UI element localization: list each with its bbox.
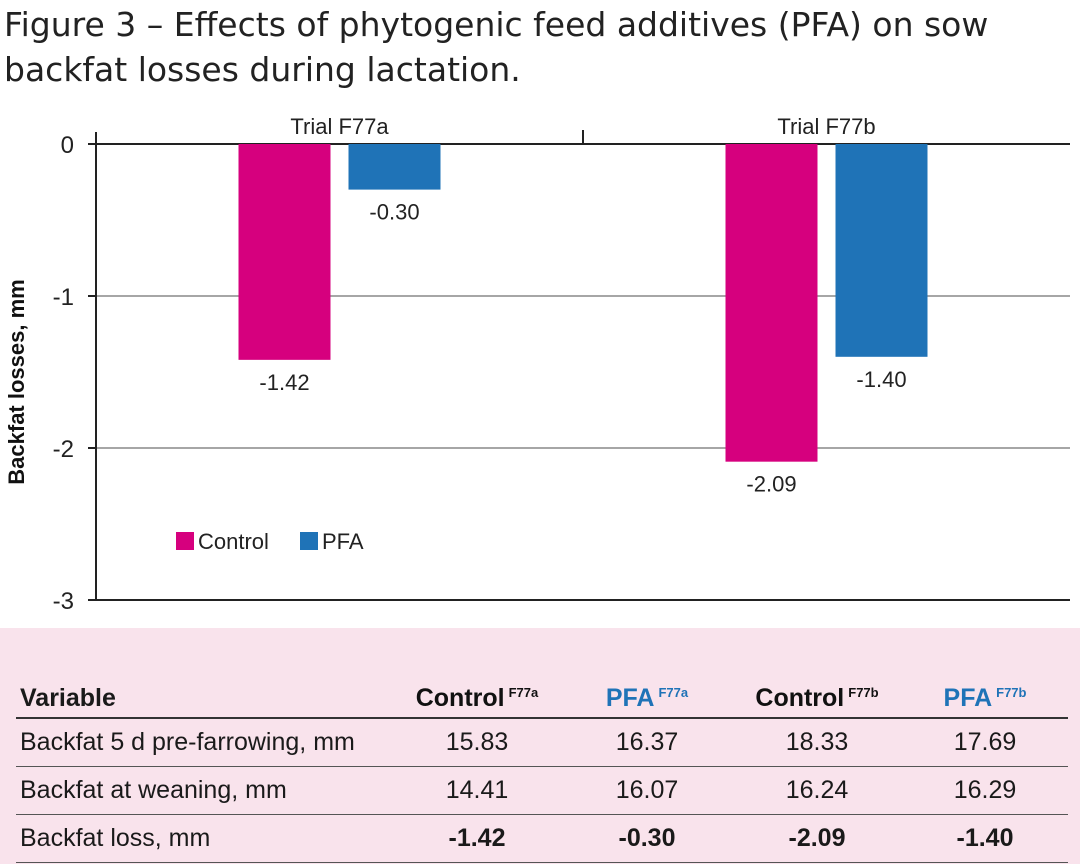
data-label: -2.09 [746, 472, 796, 497]
table-cell: -1.40 [902, 814, 1068, 863]
table-cell: -1.42 [392, 814, 562, 863]
bar-pfa-0 [348, 144, 441, 190]
table-cell: 16.29 [902, 766, 1068, 815]
category-label: Trial F77b [777, 114, 875, 139]
legend-label-control: Control [198, 529, 269, 554]
header-control-f77b: Control F77b [732, 666, 902, 719]
table-cell: -0.30 [562, 814, 732, 863]
data-label: -1.40 [856, 367, 906, 392]
table-cell: 16.37 [562, 718, 732, 767]
bar-control-0 [238, 144, 331, 360]
header-pfa-f77a-sup: F77a [658, 684, 689, 700]
figure-title: Figure 3 – Effects of phytogenic feed ad… [4, 5, 989, 89]
legend-label-pfa: PFA [322, 529, 364, 554]
header-control-f77b-text: Control [755, 684, 845, 712]
category-label: Trial F77a [290, 114, 389, 139]
header-pfa-f77b-text: PFA [943, 684, 993, 712]
header-pfa-f77b-sup: F77b [996, 684, 1027, 700]
legend-swatch-control [176, 532, 194, 550]
table-row: Backfat loss, mm -1.42 -0.30 -2.09 -1.40 [16, 814, 1068, 863]
header-control-f77a-text: Control [415, 684, 505, 712]
header-pfa-f77a: PFA F77a [562, 666, 732, 719]
data-table: Variable Control F77a PFA F77a Control F77b… [16, 666, 1068, 863]
table-row: Backfat at weaning, mm 14.41 16.07 16.24… [16, 766, 1068, 815]
bar-control-1 [725, 144, 818, 462]
table-cell: -2.09 [732, 814, 902, 863]
table-cell: 15.83 [392, 718, 562, 767]
y-axis-title: Backfat losses, mm [4, 279, 29, 484]
header-control-f77a: Control F77a [392, 666, 562, 719]
table-cell: 18.33 [732, 718, 902, 767]
data-table-panel: Variable Control F77a PFA F77a Control F77b… [0, 628, 1080, 864]
header-variable-text: Variable [20, 684, 116, 712]
y-tick-label: -1 [53, 284, 74, 311]
backfat-bar-chart: 0 -1 -2 -3 Trial F77a Trial F77b -1.42 -2.09 -0.… [4, 114, 1070, 615]
table-header-row: Variable Control F77a PFA F77a Control F77b… [16, 666, 1068, 719]
legend-swatch-pfa [300, 532, 318, 550]
header-pfa-f77b: PFA F77b [902, 666, 1068, 719]
header-control-f77b-sup: F77b [848, 684, 879, 700]
row-label: Backfat 5 d pre-farrowing, mm [16, 718, 392, 767]
table-cell: 17.69 [902, 718, 1068, 767]
table-cell: 16.07 [562, 766, 732, 815]
header-pfa-f77a-text: PFA [605, 684, 655, 712]
table-cell: 14.41 [392, 766, 562, 815]
row-label: Backfat at weaning, mm [16, 766, 392, 815]
bar-pfa-1 [835, 144, 928, 357]
header-variable: Variable [16, 666, 392, 719]
y-tick-label: -2 [53, 436, 74, 463]
table-cell: 16.24 [732, 766, 902, 815]
data-label: -1.42 [259, 370, 309, 395]
data-label: -0.30 [369, 200, 419, 225]
y-tick-label: 0 [61, 132, 74, 159]
row-label: Backfat loss, mm [16, 814, 392, 863]
y-tick-label: -3 [53, 588, 74, 615]
table-row: Backfat 5 d pre-farrowing, mm 15.83 16.3… [16, 718, 1068, 767]
header-control-f77a-sup: F77a [508, 684, 539, 700]
